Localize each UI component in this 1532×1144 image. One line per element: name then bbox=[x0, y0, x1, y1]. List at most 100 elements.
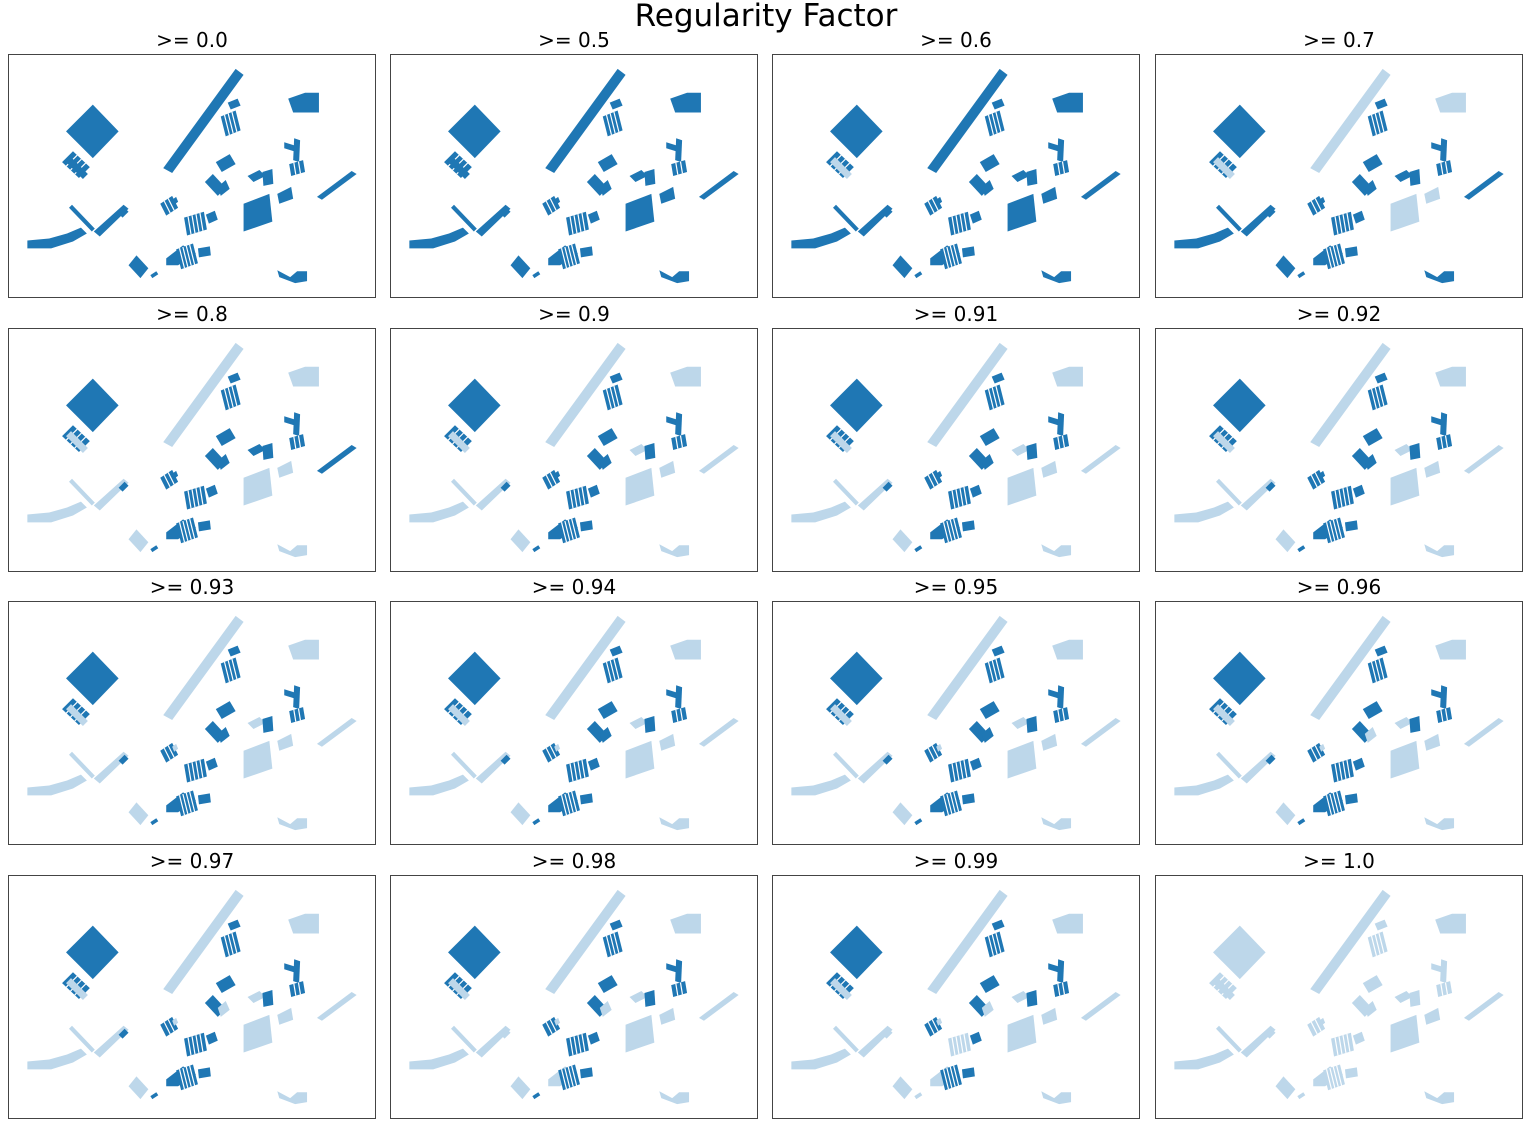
building-footprint bbox=[1352, 1031, 1365, 1045]
building-footprint bbox=[172, 1017, 179, 1026]
building-footprint bbox=[205, 210, 218, 224]
building-divider bbox=[195, 213, 200, 233]
building-divider bbox=[963, 759, 968, 778]
building-divider bbox=[227, 660, 234, 681]
building-divider bbox=[231, 658, 238, 680]
building-divider bbox=[605, 661, 613, 682]
building-divider bbox=[1334, 1037, 1339, 1056]
building-footprint bbox=[579, 246, 593, 258]
building-footprint bbox=[629, 717, 648, 729]
building-footprint bbox=[150, 271, 159, 279]
building-divider bbox=[1346, 1033, 1351, 1052]
panel-title: >= 0.9 bbox=[538, 302, 610, 326]
building-footprint bbox=[1275, 255, 1296, 279]
building-divider bbox=[163, 747, 171, 761]
building-divider bbox=[959, 760, 964, 780]
building-footprint bbox=[1265, 207, 1276, 218]
building-footprint bbox=[940, 243, 962, 270]
building-divider bbox=[560, 248, 568, 269]
building-footprint bbox=[791, 227, 851, 249]
building-divider bbox=[1444, 161, 1449, 174]
building-footprint bbox=[554, 1017, 561, 1026]
building-divider bbox=[1061, 161, 1066, 174]
map-panel bbox=[8, 328, 376, 572]
building-footprint bbox=[215, 701, 236, 720]
building-divider bbox=[679, 708, 684, 721]
building-footprint bbox=[830, 704, 852, 726]
building-footprint bbox=[671, 434, 688, 450]
building-footprint bbox=[671, 707, 688, 723]
building-divider bbox=[1338, 489, 1343, 508]
building-divider bbox=[1378, 111, 1385, 133]
building-divider bbox=[1342, 213, 1347, 233]
building-footprint bbox=[1174, 227, 1234, 249]
building-divider bbox=[1346, 212, 1351, 231]
map-panel bbox=[390, 54, 758, 298]
building-divider bbox=[991, 660, 998, 681]
building-divider bbox=[1325, 248, 1333, 269]
building-divider bbox=[297, 435, 302, 448]
building-divider bbox=[951, 216, 956, 235]
building-divider bbox=[946, 520, 953, 541]
building-footprint bbox=[1319, 470, 1326, 479]
building-divider bbox=[951, 763, 956, 782]
building-footprint bbox=[545, 68, 626, 174]
building-footprint bbox=[128, 255, 149, 279]
building-footprint bbox=[791, 774, 851, 796]
building-divider bbox=[1314, 745, 1322, 758]
building-footprint bbox=[1331, 485, 1354, 510]
building-footprint bbox=[1213, 704, 1235, 726]
building-footprint bbox=[566, 758, 589, 783]
building-footprint bbox=[1011, 170, 1030, 182]
building-footprint bbox=[599, 453, 612, 470]
building-divider bbox=[1332, 792, 1339, 813]
building-footprint bbox=[247, 717, 266, 729]
building-footprint bbox=[1174, 1048, 1234, 1070]
map-panel bbox=[8, 54, 376, 298]
building-footprint bbox=[451, 204, 477, 232]
building-footprint bbox=[1216, 751, 1242, 779]
building-divider bbox=[1342, 487, 1347, 507]
building-divider bbox=[1334, 216, 1339, 235]
building-footprint bbox=[833, 751, 859, 779]
building-footprint bbox=[532, 545, 541, 553]
building-divider bbox=[931, 1019, 939, 1032]
building-divider bbox=[573, 489, 578, 508]
building-divider bbox=[609, 113, 616, 134]
building-footprint bbox=[1310, 342, 1391, 448]
building-footprint bbox=[118, 754, 129, 765]
building-footprint bbox=[1331, 211, 1354, 236]
map-panel bbox=[390, 601, 758, 845]
building-footprint bbox=[961, 1067, 975, 1079]
building-footprint bbox=[882, 207, 893, 218]
building-divider bbox=[1334, 763, 1339, 782]
building-divider bbox=[1342, 1034, 1347, 1054]
building-divider bbox=[545, 747, 553, 761]
building-divider bbox=[567, 245, 574, 266]
map-panel bbox=[772, 875, 1140, 1119]
building-footprint bbox=[625, 740, 655, 779]
building-footprint bbox=[1011, 717, 1030, 729]
building-footprint bbox=[243, 1014, 273, 1053]
building-map bbox=[791, 68, 1121, 284]
building-divider bbox=[227, 113, 234, 134]
building-divider bbox=[187, 216, 192, 235]
building-divider bbox=[675, 983, 679, 996]
building-divider bbox=[931, 745, 939, 758]
building-footprint bbox=[579, 520, 593, 532]
building-divider bbox=[199, 486, 204, 505]
building-footprint bbox=[1041, 1091, 1072, 1105]
building-footprint bbox=[940, 790, 962, 817]
building-footprint bbox=[247, 991, 266, 1003]
building-divider bbox=[185, 792, 192, 813]
building-footprint bbox=[892, 802, 913, 826]
building-footprint bbox=[172, 470, 179, 479]
building-divider bbox=[564, 1067, 571, 1088]
building-footprint bbox=[882, 754, 893, 765]
building-footprint bbox=[1026, 169, 1038, 186]
building-divider bbox=[545, 474, 553, 488]
building-footprint bbox=[1352, 210, 1365, 224]
building-map bbox=[409, 68, 739, 284]
building-footprint bbox=[1424, 270, 1455, 284]
building-divider bbox=[581, 1033, 586, 1052]
